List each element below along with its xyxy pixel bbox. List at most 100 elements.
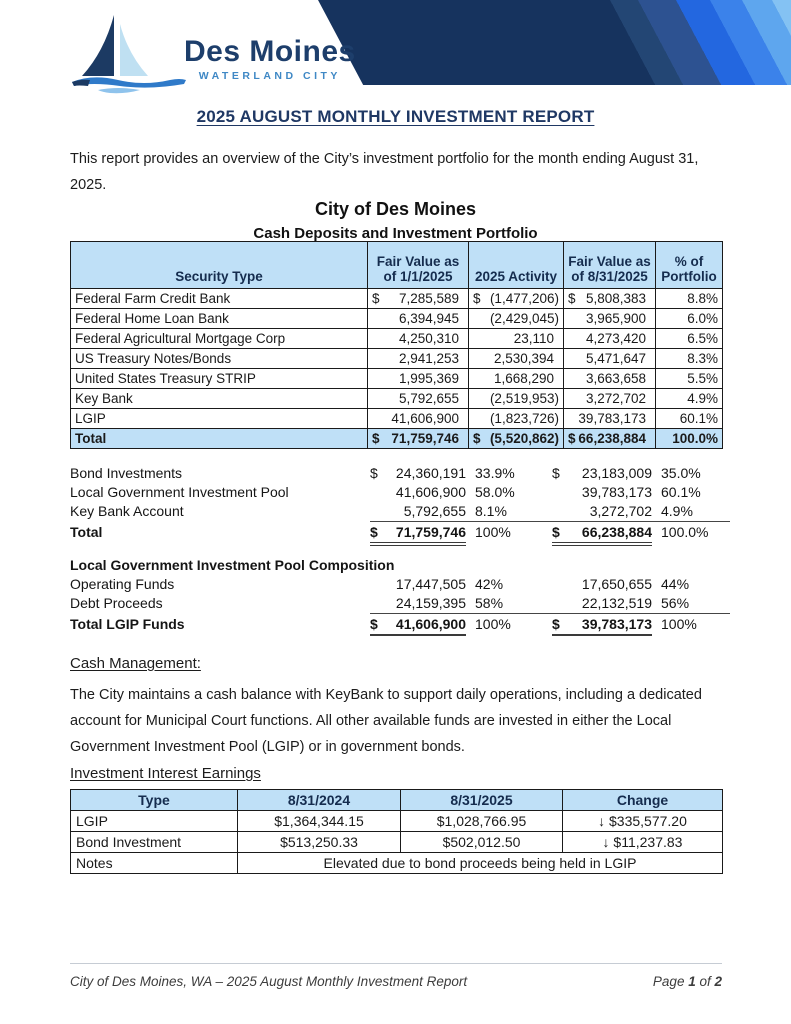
summary-row: Debt Proceeds 24,159,395 58% 22,132,519 … [70, 594, 730, 613]
header-banner-stripes [318, 0, 791, 85]
footer-page-indicator: Page 1 of 2 [652, 974, 722, 989]
summary-percent: 8.1% [475, 503, 507, 519]
summary-percent: 4.9% [661, 503, 693, 519]
summary-percent: 58% [475, 595, 504, 611]
money-cell: 39,783,173 [563, 408, 656, 429]
summary-values: $71,759,746 100% $66,238,884 100.0% [370, 521, 730, 546]
money-cell: 3,663,658 [563, 368, 656, 389]
money-cell: $71,759,746 [367, 428, 469, 449]
money-cell: 1,668,290 [468, 368, 564, 389]
summary-values: 5,792,655 8.1% 3,272,702 4.9% [370, 502, 730, 520]
earnings-header-row: Type 8/31/2024 8/31/2025 Change [70, 789, 723, 811]
column-header-2025: 8/31/2025 [400, 789, 563, 811]
lgip-composition-heading: Local Government Investment Pool Composi… [70, 557, 395, 573]
earnings-type-cell: LGIP [70, 810, 238, 832]
percent-cell: 100.0% [655, 428, 723, 449]
table-row: Federal Farm Credit Bank $7,285,589 $ (1,… [70, 288, 723, 309]
money-cell: 1,995,369 [367, 368, 469, 389]
summary-total-row: Total $71,759,746 100% $66,238,884 100.0… [70, 521, 730, 546]
money-cell: 4,250,310 [367, 328, 469, 349]
earnings-change-cell: ↓ $335,577.20 [562, 810, 723, 832]
summary-label: Operating Funds [70, 576, 175, 592]
notes-label-cell: Notes [70, 852, 238, 874]
column-header-2024: 8/31/2024 [237, 789, 401, 811]
summary-label: Debt Proceeds [70, 595, 163, 611]
money-cell: 3,965,900 [563, 308, 656, 329]
portfolio-header-row: Security Type Fair Value as of 1/1/2025 … [70, 241, 723, 289]
money-cell: 5,471,647 [563, 348, 656, 369]
security-type-cell: Key Bank [70, 388, 368, 409]
summary-percent: 35.0% [661, 465, 701, 481]
column-header-activity: 2025 Activity [468, 241, 564, 289]
money-cell: 23,110 [468, 328, 564, 349]
money-cell: 2,530,394 [468, 348, 564, 369]
summary-label: Local Government Investment Pool [70, 484, 289, 500]
cash-management-section: Cash Management: The City maintains a ca… [70, 655, 730, 760]
security-type-cell: US Treasury Notes/Bonds [70, 348, 368, 369]
summary-label: Total [70, 524, 103, 540]
security-type-cell: Federal Farm Credit Bank [70, 288, 368, 309]
summary-label: Bond Investments [70, 465, 183, 481]
percent-cell: 8.8% [655, 288, 723, 309]
summary-label: Key Bank Account [70, 503, 184, 519]
money-cell: (1,823,726) [468, 408, 564, 429]
money-cell: 3,272,702 [563, 388, 656, 409]
portfolio-table-body: Federal Farm Credit Bank $7,285,589 $ (1,… [70, 288, 723, 449]
footer-divider [70, 963, 722, 964]
table-row: Federal Agricultural Mortgage Corp 4,250… [70, 328, 723, 349]
summary-values: $41,606,900 100% $39,783,173 100% [370, 613, 730, 636]
money-cell: $7,285,589 [367, 288, 469, 309]
portfolio-total-row: Total $71,759,746 $ (5,520,862) $66,238,8… [70, 428, 723, 449]
earnings-type-cell: Bond Investment [70, 831, 238, 853]
logo-text: Des Moines WATERLAND CITY [184, 36, 356, 83]
earnings-table-body: LGIP $1,364,344.15 $1,028,766.95 ↓ $335,… [70, 810, 723, 874]
summary-percent: 44% [661, 576, 690, 592]
money-cell: 41,606,900 [367, 408, 469, 429]
table-row: Federal Home Loan Bank 6,394,945 (2,429,… [70, 308, 723, 329]
summary-values: 17,447,505 42% 17,650,655 44% [370, 575, 730, 593]
summary-percent: 60.1% [661, 484, 701, 500]
earnings-heading: Investment Interest Earnings [70, 765, 261, 782]
page-footer: City of Des Moines, WA – 2025 August Mon… [70, 974, 722, 989]
column-header-security-type: Security Type [70, 241, 368, 289]
summary-percent: 100% [475, 616, 511, 632]
summary-percent: 100% [475, 524, 511, 540]
summary-values: $24,360,191 33.9% $23,183,009 35.0% [370, 464, 730, 482]
security-type-cell: Federal Agricultural Mortgage Corp [70, 328, 368, 349]
percent-cell: 4.9% [655, 388, 723, 409]
summary-percent: 56% [661, 595, 690, 611]
summary-percent: 100.0% [661, 524, 709, 540]
city-logo: Des Moines WATERLAND CITY [70, 10, 356, 102]
earnings-2025-cell: $1,028,766.95 [400, 810, 563, 832]
column-header-fair-value-end: Fair Value as of 8/31/2025 [563, 241, 656, 289]
logo-city-name: Des Moines [184, 34, 356, 68]
logo-tagline: WATERLAND CITY [198, 70, 341, 83]
portfolio-table-wrap: Security Type Fair Value as of 1/1/2025 … [70, 241, 723, 449]
earnings-table-wrap: Type 8/31/2024 8/31/2025 Change LGIP $1,… [70, 789, 723, 874]
money-cell: 6,394,945 [367, 308, 469, 329]
money-cell: $5,808,383 [563, 288, 656, 309]
column-header-type: Type [70, 789, 238, 811]
percent-cell: 6.0% [655, 308, 723, 329]
money-cell: (2,429,045) [468, 308, 564, 329]
column-header-change: Change [562, 789, 723, 811]
summary-row: Operating Funds 17,447,505 42% 17,650,65… [70, 575, 730, 594]
column-header-pct-portfolio: % of Portfolio [655, 241, 723, 289]
security-type-cell: Federal Home Loan Bank [70, 308, 368, 329]
money-cell: (2,519,953) [468, 388, 564, 409]
money-cell: $ (5,520,862) [468, 428, 564, 449]
summary-values: 24,159,395 58% 22,132,519 56% [370, 594, 730, 612]
footer-document-title: City of Des Moines, WA – 2025 August Mon… [70, 974, 468, 989]
security-type-cell: United States Treasury STRIP [70, 368, 368, 389]
portfolio-subtitle: Cash Deposits and Investment Portfolio [253, 225, 538, 242]
table-row: Key Bank 5,792,655 (2,519,953) 3,272,702… [70, 388, 723, 409]
earnings-change-cell: ↓ $11,237.83 [562, 831, 723, 853]
summary-values: 41,606,900 58.0% 39,783,173 60.1% [370, 483, 730, 501]
allocation-summary: Bond Investments $24,360,191 33.9% $23,1… [70, 464, 730, 546]
report-title: 2025 AUGUST MONTHLY INVESTMENT REPORT [196, 107, 595, 126]
security-type-cell: Total [70, 428, 368, 449]
money-cell: 2,941,253 [367, 348, 469, 369]
earnings-row: Bond Investment $513,250.33 $502,012.50 … [70, 831, 723, 853]
earnings-row: LGIP $1,364,344.15 $1,028,766.95 ↓ $335,… [70, 810, 723, 832]
